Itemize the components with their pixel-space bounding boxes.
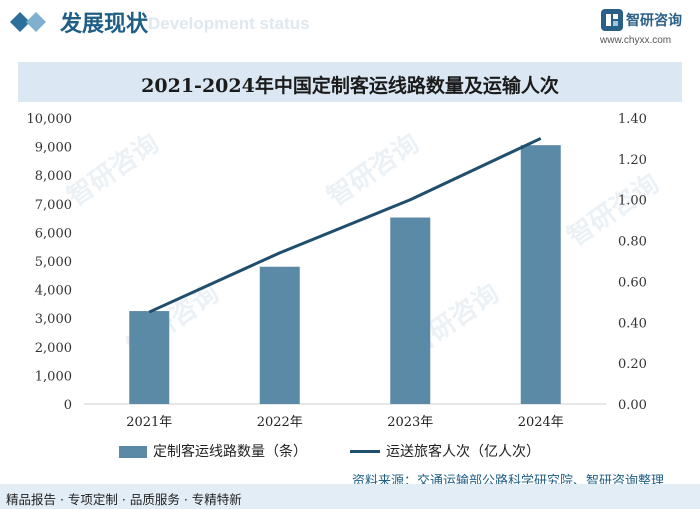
y-left-tick-label: 3,000: [35, 312, 72, 327]
brand: 智研咨询 www.chyxx.com: [600, 8, 692, 48]
y-left-tick-label: 0: [64, 398, 72, 413]
footer-text: 精品报告 · 专项定制 · 品质服务 · 专精特新: [6, 492, 242, 507]
x-tick-label: 2022年: [257, 415, 303, 430]
legend-label-bar: 定制客运线路数量（条）: [153, 444, 307, 460]
chart-title-band: 2021-2024年中国定制客运线路数量及运输人次: [18, 62, 682, 102]
y-left-tick-label: 10,000: [27, 112, 73, 127]
y-left-tick-label: 9,000: [35, 141, 72, 156]
y-left-tick-label: 5,000: [35, 255, 72, 270]
y-right-tick-label: 0.20: [618, 357, 647, 372]
page-subtitle: Development status: [148, 14, 310, 33]
legend-swatch-line: [350, 450, 380, 453]
y-right-tick-label: 0.40: [618, 316, 647, 331]
y-left-tick-label: 7,000: [35, 198, 72, 213]
page-title: 发展现状: [60, 12, 149, 37]
x-tick-label: 2024年: [518, 415, 564, 430]
legend-label-line: 运送旅客人次（亿人次）: [386, 444, 540, 460]
y-right-tick-label: 0.00: [618, 398, 647, 413]
brand-name: 智研咨询: [626, 13, 682, 29]
y-right-tick-label: 1.40: [618, 112, 647, 127]
legend-swatch-bar: [119, 446, 147, 458]
y-left-tick-label: 8,000: [35, 169, 72, 184]
bar: [520, 145, 561, 405]
y-right-tick-label: 0.80: [618, 235, 647, 250]
brand-url: www.chyxx.com: [600, 35, 672, 46]
y-left-tick-label: 1,000: [35, 369, 72, 384]
brand-logo-icon: [601, 9, 623, 31]
series-line: [148, 137, 542, 314]
y-left-tick-label: 4,000: [35, 284, 72, 299]
y-right-tick-label: 0.60: [618, 275, 647, 290]
diamond-icon: [10, 12, 46, 32]
x-tick-label: 2023年: [387, 415, 433, 430]
x-tick-label: 2021年: [126, 415, 172, 430]
bar: [129, 311, 170, 404]
footer: 精品报告 · 专项定制 · 品质服务 · 专精特新: [0, 484, 700, 509]
header: 发展现状 Development status: [0, 0, 700, 52]
chart-title: 2021-2024年中国定制客运线路数量及运输人次: [141, 75, 559, 97]
y-right-tick-label: 1.00: [618, 194, 647, 209]
bar: [390, 217, 431, 404]
y-left-tick-label: 6,000: [35, 226, 72, 241]
y-right-tick-label: 1.20: [618, 153, 647, 168]
y-left-tick-label: 2,000: [35, 341, 72, 356]
bar: [259, 266, 300, 404]
